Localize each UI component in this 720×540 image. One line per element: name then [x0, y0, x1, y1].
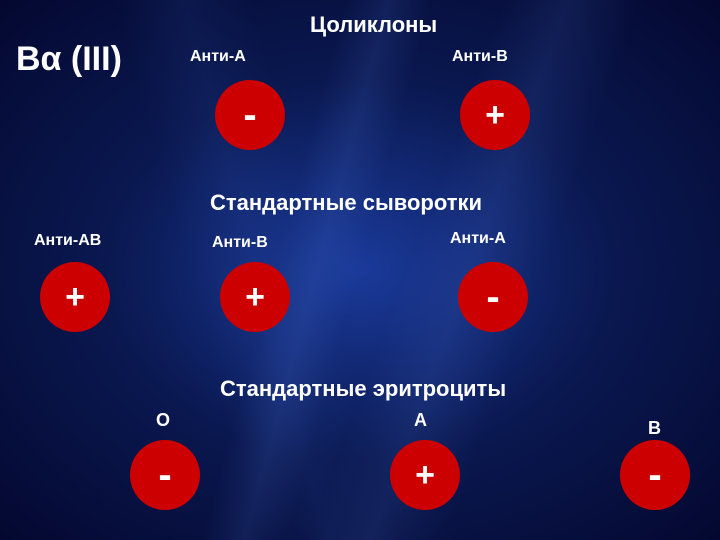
main-title: Вα (III)	[16, 40, 122, 79]
slide: Вα (III) Цоликлоны Анти-А - Анти-В + Ста…	[0, 0, 720, 540]
circle-symbol: -	[243, 93, 256, 138]
circle-anti-a-mid: -	[458, 262, 528, 332]
circle-a: +	[390, 440, 460, 510]
label-b: В	[648, 418, 661, 439]
section-title-coliclones: Цоликлоны	[310, 12, 437, 38]
label-o: О	[156, 410, 170, 431]
circle-symbol: -	[648, 453, 661, 498]
label-anti-b-mid: Анти-В	[212, 234, 268, 252]
circle-anti-b-top: +	[460, 80, 530, 150]
circle-symbol: +	[415, 456, 435, 495]
circle-anti-ab: +	[40, 262, 110, 332]
section-title-sera: Стандартные сыворотки	[210, 190, 482, 216]
label-anti-a-mid: Анти-А	[450, 230, 506, 248]
label-anti-a-top: Анти-А	[190, 48, 246, 66]
label-a: А	[414, 410, 427, 431]
label-anti-b-top: Анти-В	[452, 48, 508, 66]
circle-symbol: +	[485, 96, 505, 135]
circle-symbol: -	[486, 275, 499, 320]
circle-symbol: +	[245, 278, 265, 317]
circle-b: -	[620, 440, 690, 510]
circle-symbol: +	[65, 278, 85, 317]
circle-o: -	[130, 440, 200, 510]
section-title-erythrocytes: Стандартные эритроциты	[220, 376, 506, 402]
circle-anti-b-mid: +	[220, 262, 290, 332]
circle-symbol: -	[158, 453, 171, 498]
label-anti-ab: Анти-АВ	[34, 232, 101, 250]
circle-anti-a-top: -	[215, 80, 285, 150]
